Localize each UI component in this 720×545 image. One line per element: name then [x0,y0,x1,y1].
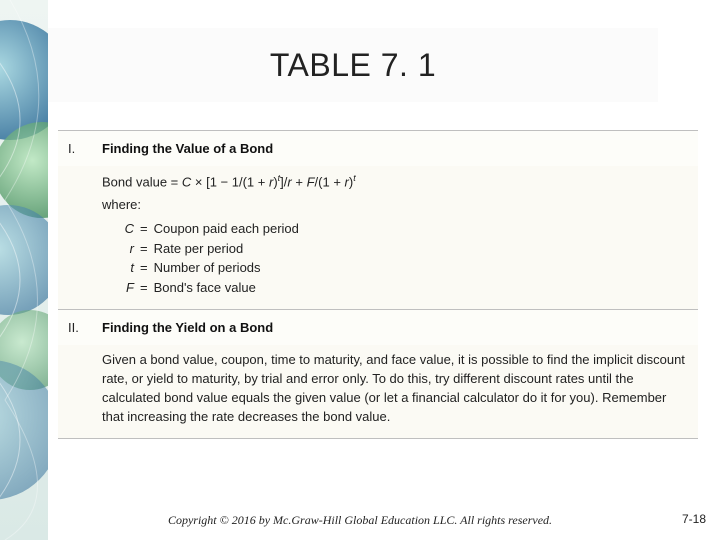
summary-table: I. Finding the Value of a Bond Bond valu… [58,130,698,439]
def-row: t = Number of periods [120,258,688,278]
table-row: II. Finding the Yield on a Bond [58,310,698,346]
table-row: I. Finding the Value of a Bond [58,131,698,167]
title-band: TABLE 7. 1 [48,28,658,102]
side-decoration [0,0,48,540]
table-row: Given a bond value, coupon, time to matu… [58,345,698,439]
where-label: where: [102,196,688,215]
section-roman: II. [58,310,102,346]
section-body: Given a bond value, coupon, time to matu… [102,345,698,439]
page-number: 7-18 [682,512,706,526]
table-container: I. Finding the Value of a Bond Bond valu… [58,130,698,439]
def-row: C = Coupon paid each period [120,219,688,239]
def-row: r = Rate per period [120,239,688,259]
section-body: Bond value = C × [1 − 1/(1 + r)t]/r + F/… [102,166,698,310]
def-row: F = Bond's face value [120,278,688,298]
copyright-text: Copyright © 2016 by Mc.Graw-Hill Global … [168,513,552,528]
page-title: TABLE 7. 1 [270,47,436,84]
table-row: Bond value = C × [1 − 1/(1 + r)t]/r + F/… [58,166,698,310]
footer: Copyright © 2016 by Mc.Graw-Hill Global … [0,513,720,528]
section-heading: Finding the Value of a Bond [102,131,698,167]
section-heading: Finding the Yield on a Bond [102,310,698,346]
formula: Bond value = C × [1 − 1/(1 + r)t]/r + F/… [102,172,688,192]
section-roman: I. [58,131,102,167]
definitions: C = Coupon paid each period r = Rate per… [120,219,688,297]
